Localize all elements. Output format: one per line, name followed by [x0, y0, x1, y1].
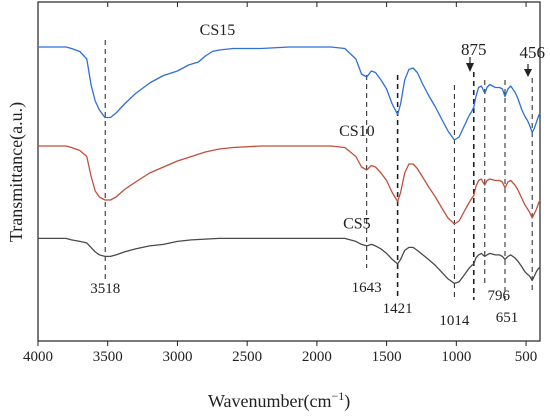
x-tick-label: 2500 — [232, 349, 262, 365]
series-line-cs5 — [38, 237, 541, 285]
series-label-cs15: CS15 — [200, 22, 236, 39]
x-axis-title-close: ) — [344, 391, 350, 412]
peak-label-3518: 3518 — [90, 281, 120, 297]
x-axis-title-sup: −1 — [332, 389, 345, 403]
x-tick-label: 2000 — [302, 349, 332, 365]
peak-guide-lines — [104, 40, 533, 305]
peak-875-arrow-head — [466, 63, 474, 72]
x-axis-title: Wavenumber(cm−1) — [208, 389, 350, 412]
x-axis-ticks: 4000 3500 3000 2500 2000 1500 1000 500 — [23, 2, 537, 365]
x-tick-label: 4000 — [23, 349, 53, 365]
series-line-cs15 — [38, 46, 541, 141]
x-tick-label: 1000 — [441, 349, 471, 365]
x-tick-label: 500 — [515, 349, 538, 365]
plot-frame — [37, 1, 541, 342]
peak-label-796: 796 — [488, 288, 511, 304]
series-label-cs5: CS5 — [343, 215, 371, 232]
peak-456-arrow-head — [524, 69, 532, 77]
series-labels: CS15 CS10 CS5 — [200, 22, 375, 232]
spectra-lines — [38, 46, 541, 285]
peak-label-1643: 1643 — [352, 280, 382, 296]
x-tick-label: 1500 — [372, 349, 402, 365]
peak-label-1014: 1014 — [439, 313, 470, 329]
series-label-cs10: CS10 — [339, 123, 375, 140]
x-tick-label: 3000 — [162, 349, 192, 365]
peak-label-1421: 1421 — [383, 301, 413, 317]
series-line-cs10 — [38, 145, 541, 225]
peak-label-456: 456 — [519, 43, 545, 62]
x-axis-title-main: Wavenumber(cm — [208, 391, 332, 412]
peak-label-651: 651 — [496, 310, 519, 326]
x-tick-label: 3500 — [93, 349, 123, 365]
peak-label-875: 875 — [461, 40, 487, 59]
y-axis-title: Transmittance(a.u.) — [6, 102, 27, 242]
